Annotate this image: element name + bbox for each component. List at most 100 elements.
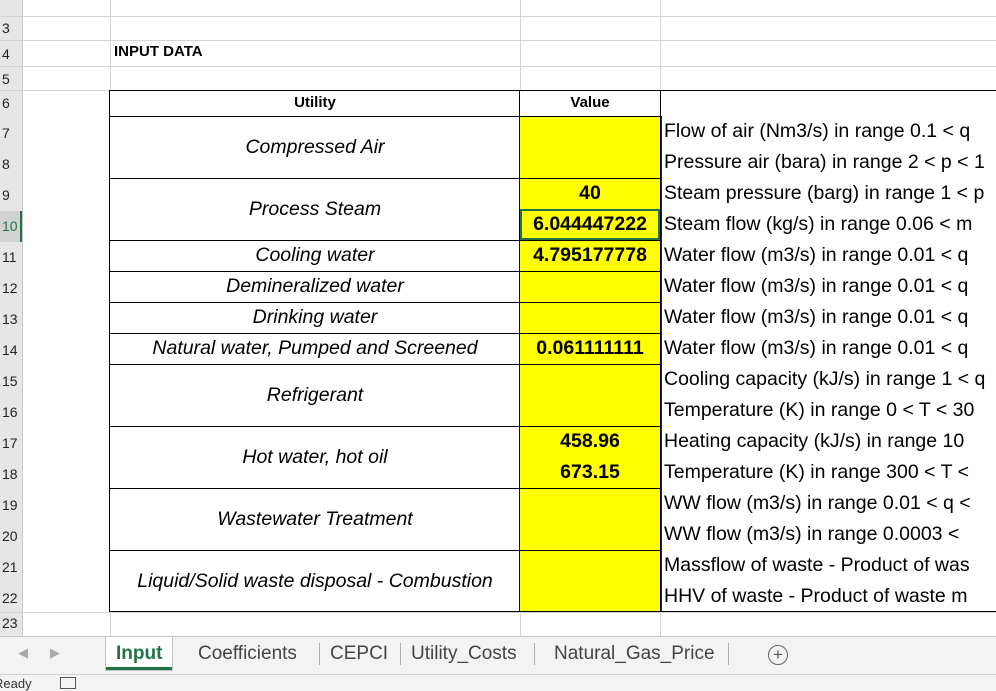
table-border bbox=[660, 90, 661, 612]
description-cell[interactable]: Massflow of waste - Product of was bbox=[664, 554, 970, 576]
row-number[interactable]: 6 bbox=[2, 95, 10, 111]
value-cell-r7[interactable] bbox=[520, 116, 660, 178]
description-cell[interactable]: WW flow (m3/s) in range 0.01 < q < bbox=[664, 492, 971, 514]
utility-name[interactable]: Natural water, Pumped and Screened bbox=[152, 337, 478, 359]
gridline bbox=[0, 40, 996, 41]
tab-cepci[interactable]: CEPCI bbox=[330, 643, 389, 664]
value-cell-text[interactable]: 458.96 bbox=[560, 430, 620, 452]
table-border bbox=[109, 488, 660, 489]
description-cell[interactable]: Cooling capacity (kJ/s) in range 1 < q bbox=[664, 368, 986, 390]
table-border bbox=[109, 302, 660, 303]
tab-coefficients[interactable]: Coefficients bbox=[198, 643, 297, 664]
utility-name[interactable]: Wastewater Treatment bbox=[217, 508, 413, 530]
table-border bbox=[109, 550, 660, 551]
description-cell[interactable]: WW flow (m3/s) in range 0.0003 < bbox=[664, 523, 960, 545]
value-cell-text[interactable]: 4.795177778 bbox=[533, 244, 647, 266]
description-cell[interactable]: HHV of waste - Product of waste m bbox=[664, 585, 968, 607]
row-number[interactable]: 16 bbox=[2, 404, 18, 420]
description-cell[interactable]: Steam pressure (barg) in range 1 < p bbox=[664, 182, 985, 204]
utility-name[interactable]: Liquid/Solid waste disposal - Combustion bbox=[137, 570, 493, 592]
value-cell-r17[interactable] bbox=[520, 426, 660, 488]
utility-name[interactable]: Cooling water bbox=[255, 244, 375, 266]
scroll-left-icon[interactable]: ◀ bbox=[18, 645, 28, 660]
table-border bbox=[109, 364, 660, 365]
description-cell[interactable]: Flow of air (Nm3/s) in range 0.1 < q bbox=[664, 120, 971, 142]
description-cell[interactable]: Temperature (K) in range 0 < T < 30 bbox=[664, 399, 975, 421]
utility-name[interactable]: Demineralized water bbox=[226, 275, 404, 297]
sheet-tab-bar: ◀ ▶ Input Coefficients CEPCI Utility_Cos… bbox=[0, 636, 996, 674]
header-utility[interactable]: Utility bbox=[294, 94, 336, 111]
description-cell[interactable]: Water flow (m3/s) in range 0.01 < q bbox=[664, 337, 969, 359]
value-cell-text[interactable]: 673.15 bbox=[560, 461, 620, 483]
table-border bbox=[661, 116, 662, 612]
row-number[interactable]: 4 bbox=[2, 46, 10, 62]
row-number[interactable]: 22 bbox=[2, 590, 18, 606]
macro-record-icon[interactable] bbox=[60, 677, 76, 689]
row-number-selected[interactable]: 10 bbox=[0, 211, 22, 242]
table-border bbox=[109, 426, 660, 427]
description-cell[interactable]: Pressure air (bara) in range 2 < p < 1 bbox=[664, 151, 985, 173]
utility-name[interactable]: Compressed Air bbox=[245, 136, 385, 158]
utility-name[interactable]: Process Steam bbox=[248, 198, 382, 220]
row-number[interactable]: 12 bbox=[2, 280, 18, 296]
value-cell-r19[interactable] bbox=[520, 488, 660, 550]
row-number[interactable]: 14 bbox=[2, 342, 18, 358]
scroll-right-icon[interactable]: ▶ bbox=[50, 645, 60, 660]
description-cell[interactable]: Water flow (m3/s) in range 0.01 < q bbox=[664, 275, 969, 297]
value-cell-r11[interactable] bbox=[520, 240, 660, 271]
table-border bbox=[109, 116, 660, 117]
row-number[interactable]: 5 bbox=[2, 71, 10, 87]
gridline bbox=[520, 0, 521, 90]
description-cell[interactable]: Water flow (m3/s) in range 0.01 < q bbox=[664, 244, 969, 266]
tab-utility-costs[interactable]: Utility_Costs bbox=[411, 643, 517, 664]
row-number[interactable]: 18 bbox=[2, 466, 18, 482]
tab-separator bbox=[728, 643, 729, 665]
value-cell-r14[interactable] bbox=[520, 333, 660, 364]
gridline bbox=[660, 0, 661, 90]
description-cell[interactable]: Heating capacity (kJ/s) in range 10 bbox=[664, 430, 965, 452]
tab-natural-gas-price[interactable]: Natural_Gas_Price bbox=[554, 643, 715, 664]
tab-input[interactable]: Input bbox=[106, 637, 173, 670]
row-number[interactable]: 23 bbox=[2, 615, 18, 631]
table-border bbox=[109, 90, 110, 612]
row-number[interactable]: 11 bbox=[2, 249, 17, 265]
value-cell-r13[interactable] bbox=[520, 302, 660, 333]
row-number[interactable]: 13 bbox=[2, 311, 18, 327]
row-number[interactable]: 8 bbox=[2, 156, 10, 172]
row-number[interactable]: 19 bbox=[2, 497, 18, 513]
table-border bbox=[109, 90, 996, 91]
utility-name[interactable]: Hot water, hot oil bbox=[242, 446, 388, 468]
utility-name[interactable]: Refrigerant bbox=[266, 384, 364, 406]
row-number[interactable]: 9 bbox=[2, 187, 10, 203]
table-border bbox=[661, 611, 996, 612]
table-border bbox=[109, 333, 660, 334]
sheet-title[interactable]: INPUT DATA bbox=[114, 43, 203, 60]
description-cell[interactable]: Steam flow (kg/s) in range 0.06 < m bbox=[664, 213, 973, 235]
table-border bbox=[109, 611, 660, 612]
row-number[interactable]: 17 bbox=[2, 435, 18, 451]
description-cell[interactable]: Temperature (K) in range 300 < T < bbox=[664, 461, 969, 483]
description-cell[interactable]: Water flow (m3/s) in range 0.01 < q bbox=[664, 306, 969, 328]
row-number[interactable]: 3 bbox=[2, 20, 10, 36]
row-number[interactable]: 7 bbox=[2, 125, 10, 141]
value-cell-r21[interactable] bbox=[520, 550, 660, 612]
value-cell-text[interactable]: 0.061111111 bbox=[536, 337, 644, 359]
row-number[interactable]: 21 bbox=[2, 559, 18, 575]
utility-name[interactable]: Drinking water bbox=[252, 306, 378, 328]
gridline bbox=[0, 612, 996, 613]
header-value[interactable]: Value bbox=[570, 94, 610, 111]
row-number[interactable]: 20 bbox=[2, 528, 18, 544]
table-border bbox=[109, 271, 660, 272]
gridline bbox=[0, 16, 996, 17]
value-cell-r12[interactable] bbox=[520, 271, 660, 302]
add-sheet-icon[interactable]: + bbox=[768, 645, 788, 665]
status-ready-text: Ready bbox=[0, 676, 32, 691]
row-number[interactable]: 15 bbox=[2, 373, 18, 389]
tab-separator bbox=[534, 643, 535, 665]
value-cell-text[interactable]: 6.044447222 bbox=[520, 209, 660, 240]
value-cell-text[interactable]: 40 bbox=[579, 182, 601, 204]
value-cell-r15[interactable] bbox=[520, 364, 660, 426]
row-header-column bbox=[0, 0, 23, 636]
row-number[interactable]: 2 bbox=[0, 0, 20, 1]
table-border bbox=[109, 240, 660, 241]
